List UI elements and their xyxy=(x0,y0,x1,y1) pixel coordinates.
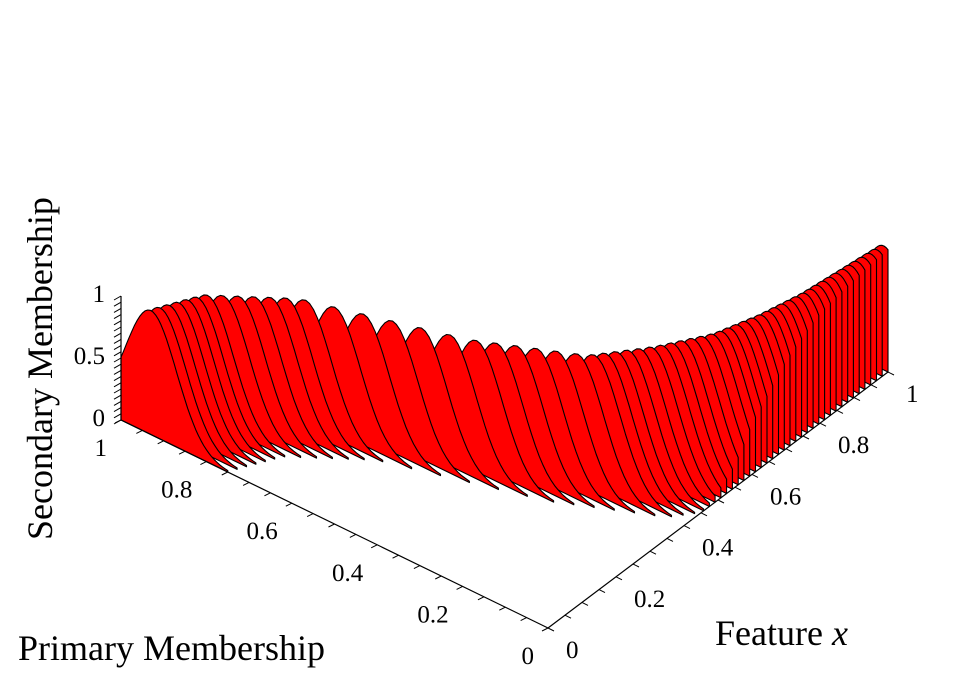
y-axis-tick xyxy=(520,617,527,622)
x-axis-tick xyxy=(768,461,776,466)
x-axis-tick xyxy=(802,435,810,440)
surface-slices xyxy=(120,244,889,518)
y-axis-tick xyxy=(349,533,357,538)
z-axis-tick xyxy=(113,307,122,313)
z-axis-tick xyxy=(113,345,122,351)
y-axis-tick xyxy=(136,429,143,434)
z-axis-tick xyxy=(113,338,122,344)
y-axis-tick xyxy=(413,565,421,570)
x-axis-tick-label: 0.8 xyxy=(838,432,869,459)
x-axis-tick xyxy=(666,537,674,542)
z-axis-tick xyxy=(113,394,122,400)
y-axis-tick xyxy=(392,554,399,559)
y-axis-tick xyxy=(370,544,378,549)
x-axis-tick-label: 0.4 xyxy=(702,535,734,562)
x-axis-ticks: 0 0.2 0.4 0.6 0.8 1 xyxy=(547,371,919,664)
z-axis-tick xyxy=(113,314,122,320)
z-axis-tick xyxy=(113,419,122,425)
z-axis-tick xyxy=(113,407,122,413)
z-axis-tick xyxy=(113,326,122,332)
y-axis-tick xyxy=(435,575,442,580)
x-axis-tick xyxy=(700,512,708,517)
x-axis-tick xyxy=(598,589,606,594)
y-axis-title: Primary Membership xyxy=(18,628,325,668)
z-axis-tick xyxy=(113,369,122,375)
x-axis-tick xyxy=(819,422,827,427)
y-axis-ticks: 0 0.2 0.4 0.6 0.8 1 xyxy=(95,419,549,670)
y-axis-tick xyxy=(221,471,228,476)
x-axis-tick xyxy=(785,448,793,453)
y-axis-tick-label: 0 xyxy=(522,643,535,670)
y-axis-tick xyxy=(477,596,485,601)
y-axis-tick xyxy=(306,513,314,518)
x-axis-title-variable: x xyxy=(831,613,848,653)
x-axis-tick xyxy=(564,614,572,619)
x-axis-tick xyxy=(683,525,691,530)
z-axis-tick xyxy=(113,295,122,301)
x-axis-tick xyxy=(717,499,725,504)
surface-slice xyxy=(120,309,229,473)
x-axis-tick xyxy=(751,473,759,478)
z-axis-ticks: 00.51 xyxy=(74,281,122,432)
z-axis-tick xyxy=(113,400,122,406)
y-axis-tick xyxy=(242,481,250,486)
x-axis-tick xyxy=(581,601,589,606)
z-axis-title: Secondary Membership xyxy=(20,197,60,540)
z-axis-tick xyxy=(113,320,122,326)
x-axis-title: Feature x xyxy=(715,613,848,653)
x-axis-tick xyxy=(836,409,844,414)
z-axis-tick-label: 0.5 xyxy=(74,343,105,370)
x-axis-tick xyxy=(853,397,861,402)
x-axis-tick xyxy=(649,550,657,555)
y-axis-tick xyxy=(200,461,207,466)
x-axis-tick xyxy=(632,563,640,568)
axes: 00.20.40.60.81 00.20.40.60.81 00.51 xyxy=(74,281,919,670)
x-axis-tick xyxy=(734,486,742,491)
x-axis-tick xyxy=(870,384,878,389)
x-axis-tick xyxy=(547,627,555,632)
x-axis-title-text: Feature xyxy=(715,613,832,653)
z-axis-tick xyxy=(113,357,122,363)
y-axis-tick xyxy=(264,492,271,497)
x-axis-tick-label: 1 xyxy=(906,381,919,408)
z-axis-tick xyxy=(113,388,122,394)
x-axis-tick-label: 0 xyxy=(566,637,579,664)
y-axis-tick xyxy=(328,523,335,528)
y-axis-tick xyxy=(285,502,293,507)
y-axis-tick-label: 0.8 xyxy=(161,477,192,504)
y-axis-tick xyxy=(178,450,186,455)
y-axis-tick xyxy=(499,606,506,611)
y-axis-tick xyxy=(541,627,549,632)
z-axis-tick xyxy=(113,413,122,419)
z-axis-tick xyxy=(113,351,122,357)
y-axis-tick xyxy=(157,440,164,445)
x-axis-tick-label: 0.2 xyxy=(634,586,665,613)
x-axis-tick xyxy=(887,371,895,376)
y-axis-tick-label: 0.2 xyxy=(417,601,448,628)
z-axis-tick-label: 1 xyxy=(93,281,106,308)
y-axis-tick xyxy=(456,585,463,590)
x-axis-tick-label: 0.6 xyxy=(770,483,801,510)
y-axis-tick-label: 0.4 xyxy=(332,560,364,587)
y-axis-tick-label: 0.6 xyxy=(247,518,278,545)
z-axis-tick xyxy=(113,376,122,382)
x-axis-tick xyxy=(615,576,623,581)
y-axis-tick-label: 1 xyxy=(95,435,108,462)
z-axis-tick xyxy=(113,382,122,388)
z-axis-tick-label: 0 xyxy=(93,405,106,432)
z-axis-tick xyxy=(113,301,122,307)
z-axis-tick xyxy=(113,332,122,338)
z-axis-tick xyxy=(113,363,122,369)
